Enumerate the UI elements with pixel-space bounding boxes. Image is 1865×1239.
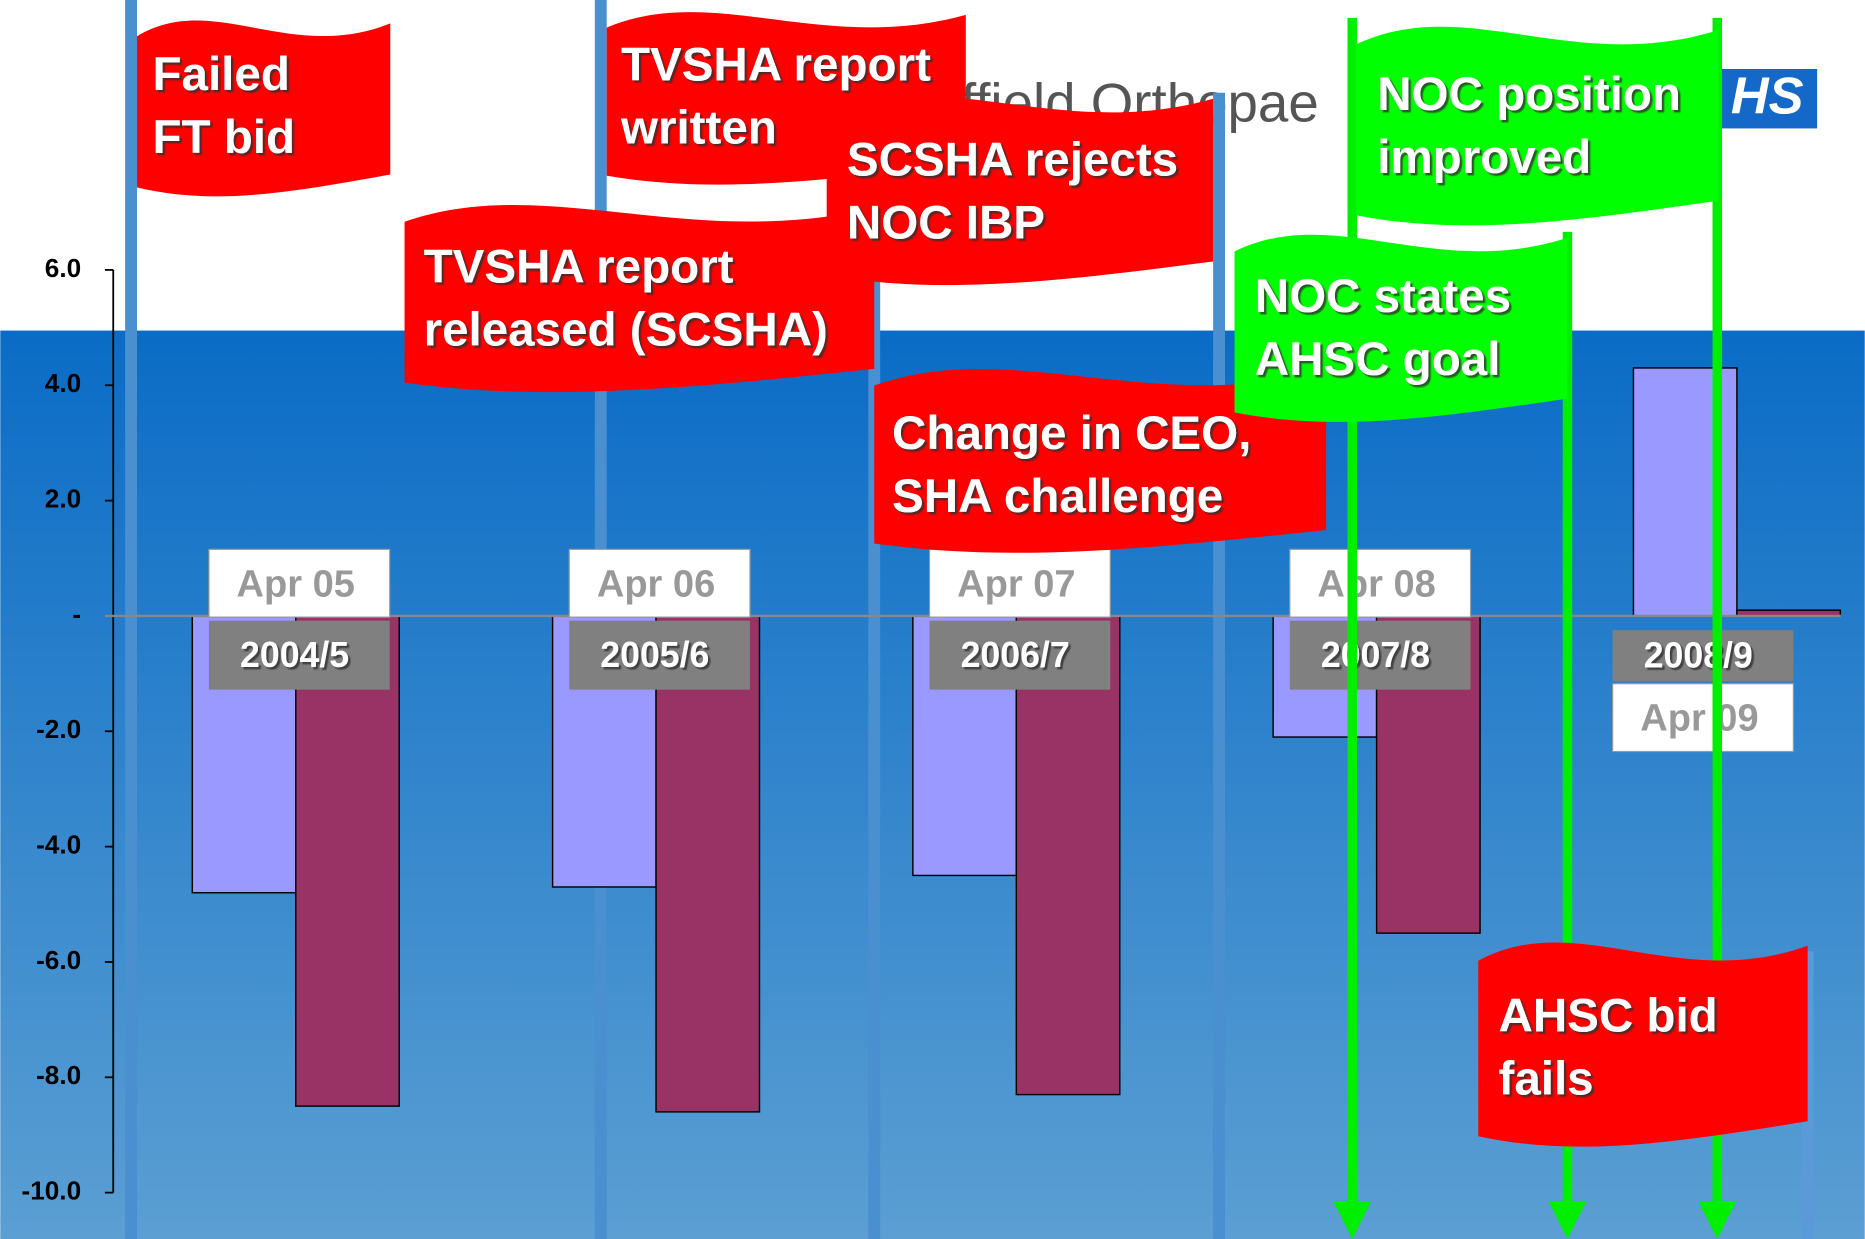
flag-cloth	[826, 95, 1214, 286]
x-tick-label: 2004/5	[240, 635, 349, 675]
flag: TVSHA report released (SCSHA)	[404, 204, 875, 393]
flag-text: fails	[1498, 1053, 1593, 1106]
flag: Failed FT bid	[137, 20, 391, 197]
y-tick-label: 2.0	[45, 484, 81, 514]
date-box	[568, 548, 751, 618]
date-label: Apr 08	[1317, 563, 1435, 605]
logo-box	[1718, 68, 1818, 129]
flag-cloth	[1355, 26, 1719, 226]
flag-text: TVSHA report	[424, 240, 734, 293]
date-box	[208, 548, 391, 618]
arrow-head	[1698, 1200, 1737, 1239]
flag-text: NOC position	[1377, 68, 1681, 121]
flag-cloth	[404, 204, 875, 393]
category-box	[569, 620, 750, 690]
y-tick-label: -6.0	[36, 945, 81, 975]
category-box	[1289, 620, 1471, 690]
category-box	[1612, 630, 1794, 682]
arrow-head	[1548, 1200, 1587, 1239]
bar	[655, 615, 761, 1113]
flag-text: TVSHA report	[621, 38, 931, 91]
y-tick-label: -10.0	[22, 1176, 82, 1206]
flag-text: AHSC bid	[1498, 990, 1717, 1043]
flag: AHSC bid fails	[1478, 942, 1808, 1147]
flag-cloth	[874, 369, 1327, 553]
flag-text: SCSHA rejects	[847, 133, 1178, 186]
date-label: Apr 09	[1640, 698, 1758, 740]
y-tick-label: -8.0	[36, 1060, 81, 1090]
date-box	[928, 548, 1111, 618]
flag-text: written	[620, 101, 777, 154]
x-tick-label: 2007/8	[1321, 635, 1430, 675]
arrow-head	[1333, 1200, 1372, 1239]
bar	[1015, 615, 1121, 1096]
category-box	[929, 620, 1111, 690]
flag: NOC states AHSC goal	[1234, 234, 1568, 422]
flag-text: AHSC goal	[1255, 333, 1501, 386]
bar	[295, 615, 400, 1107]
x-tick-label: 2006/7	[961, 635, 1070, 675]
flag-text: SHA challenge	[892, 470, 1223, 523]
date-label: Apr 06	[597, 563, 715, 605]
flag-text: NOC states	[1255, 270, 1511, 323]
flag-cloth	[137, 20, 391, 197]
flag: Change in CEO, SHA challenge	[874, 369, 1327, 553]
flag-cloth	[1478, 942, 1808, 1147]
flag: NOC position improved	[1355, 26, 1719, 226]
logo: HS	[1731, 68, 1804, 126]
flag-text: improved	[1377, 131, 1591, 184]
flag-text: Failed	[152, 48, 289, 101]
flag-text: released (SCSHA)	[424, 303, 828, 356]
flag: SCSHA rejects NOC IBP	[826, 95, 1214, 286]
flag-cloth	[1234, 234, 1568, 422]
x-tick-label: 2008/9	[1644, 636, 1753, 676]
y-tick-label: -4.0	[36, 830, 81, 860]
y-tick-label: 6.0	[45, 253, 81, 283]
flag-text: NOC IBP	[847, 196, 1045, 249]
date-box	[1289, 548, 1472, 618]
date-label: Apr 05	[237, 563, 355, 605]
y-tick-label: -	[72, 599, 81, 629]
date-label: Apr 07	[957, 563, 1075, 605]
date-box	[1612, 683, 1794, 753]
flag-text: Change in CEO,	[892, 407, 1251, 460]
y-tick-label: 4.0	[45, 368, 81, 398]
category-box	[208, 620, 390, 690]
y-tick-label: -2.0	[36, 714, 81, 744]
x-tick-label: 2005/6	[600, 635, 709, 675]
flag-text: FT bid	[152, 111, 295, 164]
